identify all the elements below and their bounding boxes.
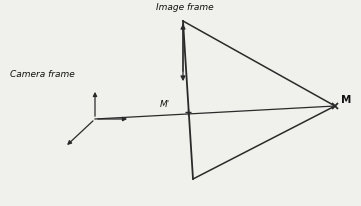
Text: M': M' — [160, 100, 170, 109]
Text: Image frame: Image frame — [156, 3, 214, 12]
Text: M: M — [341, 95, 351, 104]
Text: Camera frame: Camera frame — [10, 70, 75, 79]
